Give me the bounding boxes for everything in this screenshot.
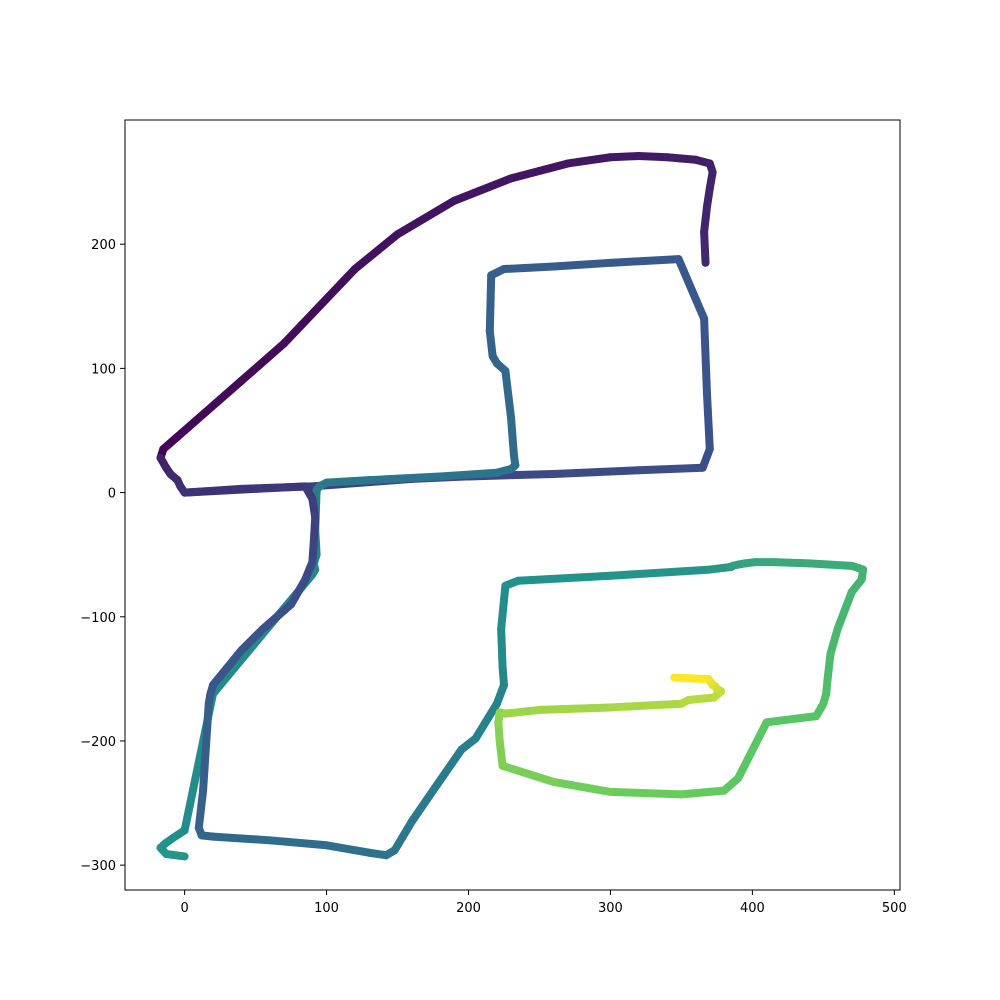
left-bottom-and-lower-loop-segment-22	[209, 832, 274, 845]
trajectory-segment-26	[365, 472, 445, 485]
left-bottom-and-lower-loop-segment-52	[826, 625, 842, 659]
trajectory-segment-27	[322, 476, 374, 487]
trajectory-segment-13	[549, 258, 615, 271]
y-tick-label-0: −300	[80, 859, 116, 874]
x-tick-label-0: 0	[180, 901, 188, 916]
left-bottom-and-lower-loop-segment-68	[501, 705, 544, 718]
trajectory-segment-6	[549, 466, 643, 478]
left-bottom-and-lower-loop-segment-27	[390, 817, 416, 855]
outer-arc-segment-10	[393, 196, 459, 239]
trajectory-segment-9	[702, 389, 714, 454]
left-bottom-and-lower-loop-segment-13	[258, 600, 296, 634]
left-bottom-and-lower-loop-segment-69	[535, 703, 615, 714]
left-bottom-and-lower-loop-segment-57	[762, 712, 821, 727]
left-bottom-and-lower-loop-segment-63	[498, 761, 558, 786]
left-bottom-and-lower-loop-segment-15	[209, 646, 246, 690]
trajectory-segment-11	[674, 255, 709, 323]
x-tick-label-5: 500	[882, 901, 907, 916]
left-bottom-and-lower-loop-segment-35	[497, 581, 510, 634]
trajectory-segment-17	[485, 327, 497, 360]
left-bottom-and-lower-loop-segment-9	[309, 513, 320, 547]
left-bottom-and-lower-loop-segment-24	[322, 841, 374, 857]
trajectory-segment-20	[501, 366, 516, 423]
left-bottom-and-lower-loop-segment-29	[429, 745, 466, 795]
left-bottom-and-lower-loop-segment-47	[805, 559, 856, 570]
left-bottom-and-lower-loop-segment-51	[833, 587, 856, 634]
left-bottom-and-lower-loop-segment-60	[677, 786, 728, 799]
left-bottom-and-lower-loop-segment-37	[514, 571, 615, 585]
left-bottom-and-lower-loop-segment-72	[684, 693, 719, 704]
left-bottom-and-lower-loop-segment-58	[734, 718, 771, 783]
left-bottom-and-lower-loop-segment-14	[237, 625, 267, 655]
outer-arc-segment-11	[450, 174, 516, 205]
left-bottom-and-lower-loop-segment-18	[199, 699, 213, 795]
outer-arc-segment-12	[507, 159, 572, 183]
x-tick-label-3: 300	[598, 901, 623, 916]
y-tick-label-5: 200	[91, 238, 116, 253]
trajectory-segment-12	[606, 255, 683, 267]
y-tick-label-2: −100	[80, 611, 116, 626]
left-bottom-and-lower-loop-segment-38	[606, 565, 714, 580]
y-tick-label-4: 100	[91, 362, 116, 377]
outer-arc-segment-15	[634, 152, 672, 162]
left-bottom-and-lower-loop-segment-23	[265, 836, 331, 850]
left-bottom-and-lower-loop-segment-53	[823, 650, 835, 683]
trajectory-segment-21	[507, 414, 518, 460]
x-tick-label-4: 400	[740, 901, 765, 916]
outer-arc-segment-22	[700, 227, 710, 267]
trajectory-segment-16	[485, 271, 496, 336]
x-axis: 0 100 200 300 400 500	[180, 890, 907, 916]
outer-arc-segment-13	[563, 153, 615, 168]
left-bottom-and-lower-loop-segment-46	[769, 558, 814, 568]
left-bottom-and-lower-loop-segment-5	[180, 484, 260, 497]
outer-arc-segment-14	[606, 152, 643, 162]
trajectory-segment-25	[436, 468, 501, 481]
trajectory-segment-14	[499, 262, 558, 274]
trajectory-path	[156, 152, 868, 861]
outer-arc-segment-7	[279, 302, 324, 348]
outer-arc-segment-5	[201, 376, 246, 416]
outer-arc-segment-4	[180, 407, 210, 435]
left-bottom-and-lower-loop-segment-28	[407, 786, 438, 826]
outer-arc-segment-9	[350, 230, 402, 274]
y-tick-label-1: −200	[80, 735, 116, 750]
left-bottom-and-lower-loop-segment-19	[194, 786, 208, 832]
left-bottom-and-lower-loop-segment-70	[606, 699, 686, 712]
trajectory-segment-7	[634, 463, 707, 475]
left-bottom-and-lower-loop-segment-6	[251, 482, 310, 493]
y-axis: −300 −200 −100 0 100 200	[80, 238, 125, 874]
outer-arc-segment-16	[663, 153, 700, 164]
trajectory-segment-10	[700, 314, 711, 398]
left-bottom-and-lower-loop-segment-12	[287, 575, 310, 609]
y-tick-label-3: 0	[108, 487, 116, 502]
x-tick-label-2: 200	[456, 901, 481, 916]
left-bottom-and-lower-loop-segment-64	[495, 736, 507, 770]
trajectory-segment-42	[162, 849, 189, 861]
axes-frame	[124, 119, 901, 891]
x-tick-label-1: 100	[314, 901, 339, 916]
left-bottom-and-lower-loop-segment-82	[670, 673, 707, 683]
left-bottom-and-lower-loop-segment-31	[471, 699, 501, 743]
outer-arc-segment-8	[315, 265, 359, 311]
left-bottom-and-lower-loop-segment-62	[549, 777, 615, 796]
left-bottom-and-lower-loop-segment-34	[497, 625, 507, 671]
outer-arc-segment-21	[700, 202, 711, 236]
outer-arc-segment-6	[237, 339, 288, 385]
left-bottom-and-lower-loop-segment-61	[606, 787, 686, 799]
